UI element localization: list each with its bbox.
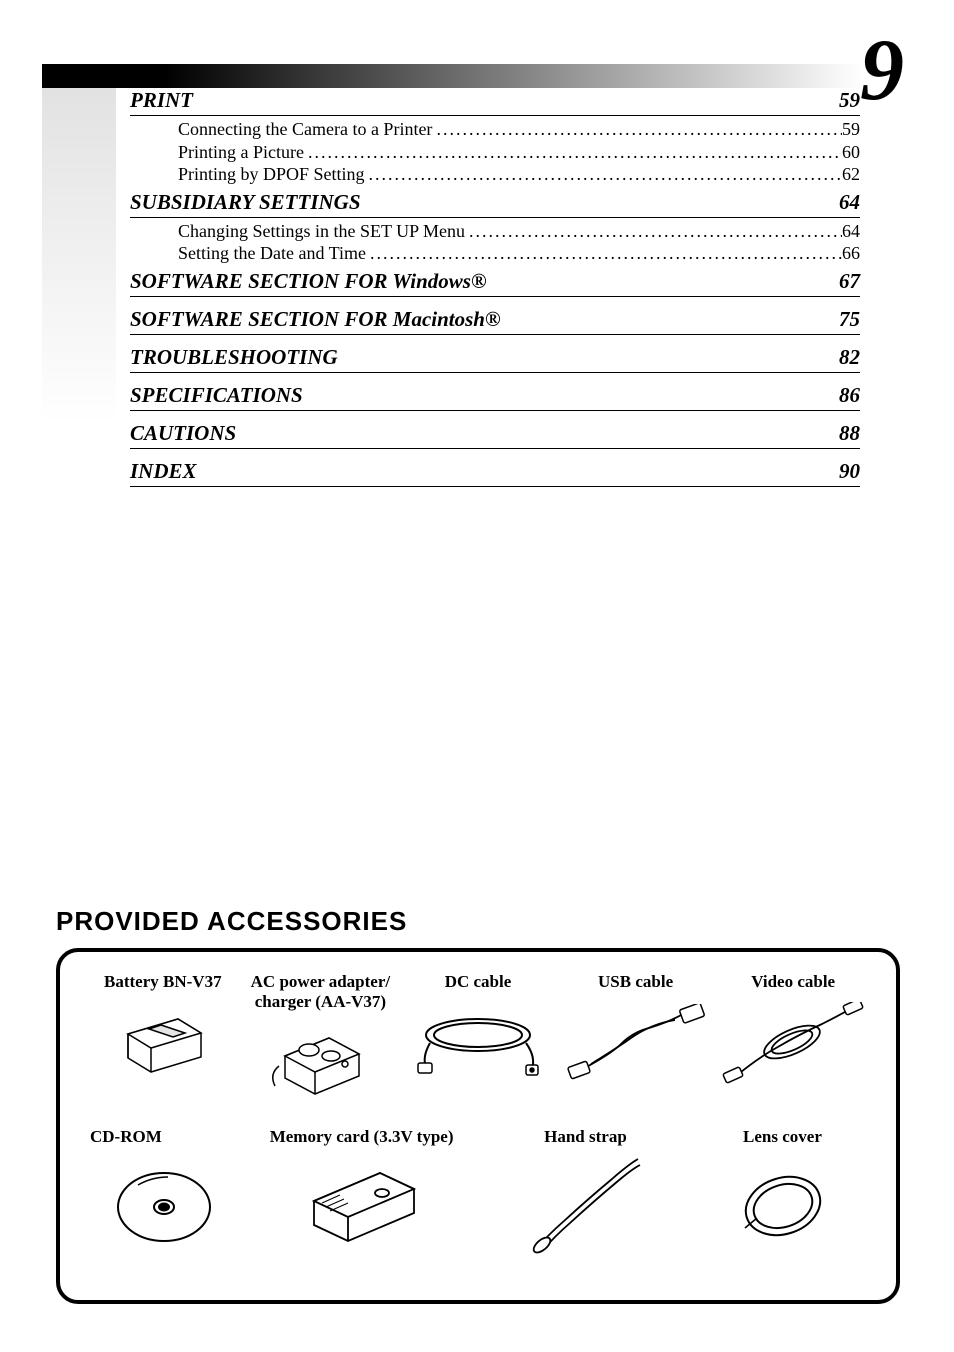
accessory-item: Hand strap — [478, 1127, 693, 1253]
accessory-item: Lens cover — [693, 1127, 872, 1253]
battery-icon — [84, 1002, 242, 1086]
toc-section-page: 88 — [839, 421, 860, 446]
toc-section-title: SUBSIDIARY SETTINGS — [130, 190, 361, 215]
toc-dots: ........................................… — [432, 118, 842, 141]
toc-sub-row: Setting the Date and Time ..............… — [178, 242, 860, 265]
toc-sub-label: Setting the Date and Time — [178, 242, 366, 265]
accessories-row-1: Battery BN-V37 AC power adapter/ charger… — [84, 972, 872, 1105]
toc-section-title: SOFTWARE SECTION FOR Macintosh® — [130, 307, 501, 332]
header-gradient-bar — [42, 64, 862, 88]
accessories-heading: PROVIDED ACCESSORIES — [56, 906, 407, 937]
accessory-label: Video cable — [714, 972, 872, 992]
accessory-label: Lens cover — [693, 1127, 872, 1147]
toc-section-title: SOFTWARE SECTION FOR Windows® — [130, 269, 487, 294]
accessory-item: Video cable — [714, 972, 872, 1086]
accessory-label: AC power adapter/ charger (AA-V37) — [242, 972, 400, 1011]
toc-section-title: PRINT — [130, 88, 193, 113]
toc-section: SOFTWARE SECTION FOR Windows® 67 — [130, 269, 860, 297]
toc-section-title: INDEX — [130, 459, 197, 484]
accessories-box: Battery BN-V37 AC power adapter/ charger… — [56, 948, 900, 1304]
toc-section-title: SPECIFICATIONS — [130, 383, 303, 408]
accessory-label: Battery BN-V37 — [84, 972, 242, 992]
memory-card-icon — [245, 1157, 478, 1253]
toc-section: SOFTWARE SECTION FOR Macintosh® 75 — [130, 307, 860, 335]
toc-section-page: 86 — [839, 383, 860, 408]
toc-section: TROUBLESHOOTING 82 — [130, 345, 860, 373]
toc-section: SUBSIDIARY SETTINGS 64 — [130, 190, 860, 218]
accessory-label: CD-ROM — [84, 1127, 245, 1147]
table-of-contents: PRINT 59 Connecting the Camera to a Prin… — [130, 88, 860, 489]
accessory-item: Battery BN-V37 — [84, 972, 242, 1086]
accessory-item: DC cable — [399, 972, 557, 1086]
toc-sub-row: Printing a Picture .....................… — [178, 141, 860, 164]
toc-dots: ........................................… — [304, 141, 842, 164]
toc-sub-page: 64 — [842, 220, 860, 243]
hand-strap-icon — [478, 1157, 693, 1253]
toc-sub-row: Changing Settings in the SET UP Menu ...… — [178, 220, 860, 243]
toc-dots: ........................................… — [365, 163, 842, 186]
toc-subitems: Changing Settings in the SET UP Menu ...… — [178, 220, 860, 265]
toc-sub-row: Connecting the Camera to a Printer .....… — [178, 118, 860, 141]
usb-cable-icon — [557, 1002, 715, 1086]
page-number: 9 — [860, 20, 904, 121]
video-cable-icon — [714, 1002, 872, 1086]
toc-section-page: 67 — [839, 269, 860, 294]
toc-section: INDEX 90 — [130, 459, 860, 487]
dc-cable-icon — [399, 1002, 557, 1086]
toc-section-page: 64 — [839, 190, 860, 215]
accessory-label: Memory card (3.3V type) — [245, 1127, 478, 1147]
toc-section: SPECIFICATIONS 86 — [130, 383, 860, 411]
toc-section-page: 59 — [839, 88, 860, 113]
toc-sub-page: 62 — [842, 163, 860, 186]
charger-icon — [242, 1021, 400, 1105]
toc-sub-page: 59 — [842, 118, 860, 141]
toc-sub-label: Connecting the Camera to a Printer — [178, 118, 432, 141]
toc-section-page: 75 — [839, 307, 860, 332]
toc-section-page: 82 — [839, 345, 860, 370]
toc-dots: ........................................… — [366, 242, 842, 265]
toc-subitems: Connecting the Camera to a Printer .....… — [178, 118, 860, 186]
accessories-row-2: CD-ROM Memory card (3.3V type) — [84, 1127, 872, 1253]
side-tab — [42, 64, 116, 424]
accessory-item: Memory card (3.3V type) — [245, 1127, 478, 1253]
toc-sub-page: 60 — [842, 141, 860, 164]
lens-cover-icon — [693, 1157, 872, 1253]
toc-sub-label: Printing by DPOF Setting — [178, 163, 365, 186]
accessory-label: USB cable — [557, 972, 715, 992]
toc-sub-label: Printing a Picture — [178, 141, 304, 164]
toc-sub-page: 66 — [842, 242, 860, 265]
toc-section-page: 90 — [839, 459, 860, 484]
accessory-item: AC power adapter/ charger (AA-V37) — [242, 972, 400, 1105]
toc-sub-row: Printing by DPOF Setting ...............… — [178, 163, 860, 186]
toc-sub-label: Changing Settings in the SET UP Menu — [178, 220, 465, 243]
accessory-label: DC cable — [399, 972, 557, 992]
accessory-item: CD-ROM — [84, 1127, 245, 1253]
toc-section-title: CAUTIONS — [130, 421, 236, 446]
toc-dots: ........................................… — [465, 220, 842, 243]
toc-section: CAUTIONS 88 — [130, 421, 860, 449]
toc-section-title: TROUBLESHOOTING — [130, 345, 338, 370]
accessory-label: Hand strap — [478, 1127, 693, 1147]
cdrom-icon — [84, 1157, 245, 1253]
toc-section: PRINT 59 — [130, 88, 860, 116]
accessory-item: USB cable — [557, 972, 715, 1086]
